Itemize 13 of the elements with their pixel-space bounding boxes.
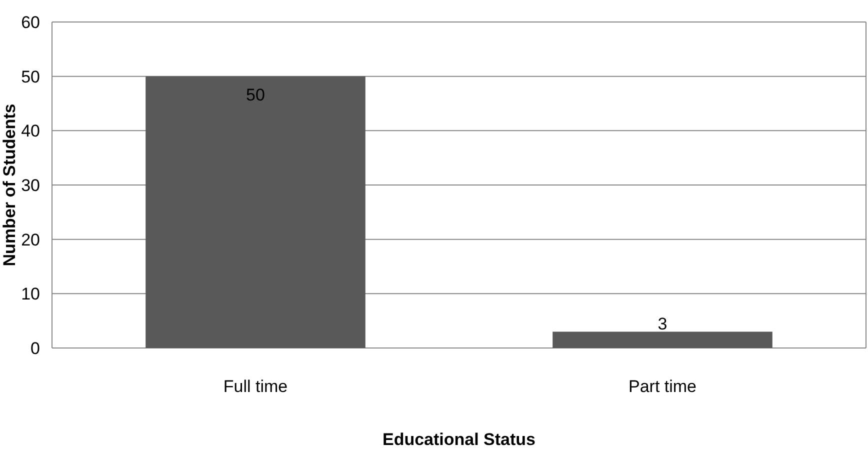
data-label: 3	[658, 314, 668, 334]
y-tick-label: 40	[21, 122, 40, 141]
y-tick-label: 60	[21, 12, 40, 32]
y-axis-title: Number of Students	[0, 104, 19, 266]
data-label: 50	[246, 85, 265, 104]
x-axis-title: Educational Status	[382, 430, 536, 449]
y-tick-label: 30	[21, 176, 40, 195]
x-tick-label: Part time	[628, 377, 697, 396]
y-tick-label: 0	[30, 338, 40, 358]
y-tick-label: 50	[21, 67, 40, 86]
x-tick-label: Full time	[223, 377, 288, 396]
y-tick-label: 10	[21, 284, 40, 304]
y-tick-label: 20	[21, 230, 40, 250]
